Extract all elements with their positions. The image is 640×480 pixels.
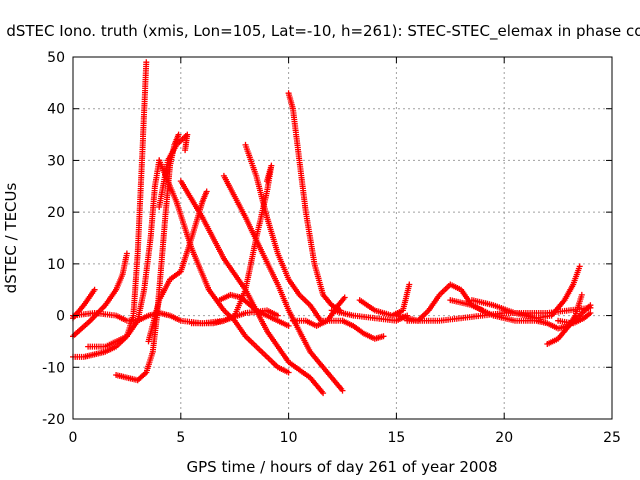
data-series-21 [393,304,594,324]
data-series-14 [242,141,346,324]
series-markers [220,172,346,394]
y-tick-label: 50 [47,50,65,66]
data-series-15 [285,90,344,314]
series-markers [85,157,163,350]
series-markers [339,317,387,342]
series-markers [188,162,275,327]
data-marks [70,59,594,397]
y-axis-label: dSTEC / TECUs [2,182,20,293]
data-series-17 [339,317,387,342]
series-markers [156,157,292,376]
series-markers [544,291,585,347]
data-series-13 [216,291,292,329]
data-series-25 [555,310,594,327]
y-tick-label: -20 [42,412,65,428]
series-markers [468,263,583,322]
data-series-12 [220,172,346,394]
y-tick-label: -10 [42,360,65,376]
y-tick-label: 10 [47,257,65,273]
data-series-23 [468,263,583,322]
y-tick-label: 0 [56,309,65,325]
axes: 0 5 10 15 20 25 -20 -10 0 10 20 30 40 50 [42,50,621,446]
series-markers [356,281,413,319]
data-series-9 [156,157,292,376]
data-series-5 [113,131,182,384]
y-tick-label: 20 [47,205,65,221]
data-series-24 [544,291,585,347]
y-tick-label: 40 [47,102,65,118]
data-series-11 [188,162,275,327]
x-tick-label: 25 [603,430,621,446]
series-markers [555,310,594,327]
x-tick-label: 15 [387,430,405,446]
x-axis-label: GPS time / hours of day 261 of year 2008 [187,458,498,476]
x-tick-label: 10 [280,430,298,446]
data-series-4 [85,157,163,350]
plot-frame [72,56,613,420]
chart-title: dSTEC Iono. truth (xmis, Lon=105, Lat=-1… [6,22,640,41]
series-markers [216,291,292,329]
data-series-19 [356,281,413,319]
series-markers [393,304,594,324]
x-tick-label: 20 [495,430,513,446]
series-markers [113,131,182,384]
y-tick-label: 30 [47,153,65,169]
series-markers [242,141,346,324]
x-tick-label: 5 [176,430,185,446]
series-markers [285,90,344,314]
x-tick-label: 0 [69,430,78,446]
